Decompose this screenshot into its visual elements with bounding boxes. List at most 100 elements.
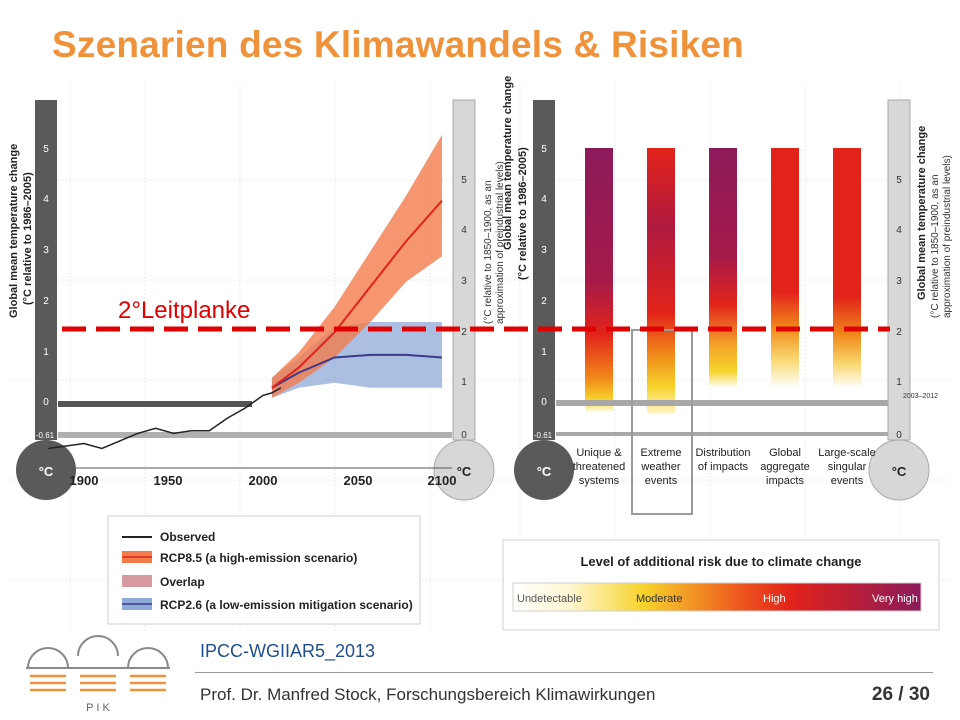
svg-text:aggregate: aggregate bbox=[760, 461, 810, 473]
svg-text:2: 2 bbox=[461, 327, 467, 338]
svg-text:impacts: impacts bbox=[766, 475, 804, 487]
svg-text:1950: 1950 bbox=[154, 473, 183, 488]
right-axis-label-3: approximation of preindustrial levels) bbox=[942, 155, 953, 318]
slide-title: Szenarien des Klimawandels & Risiken bbox=[52, 24, 744, 65]
svg-text:0: 0 bbox=[896, 430, 902, 441]
risk-bar-unique-systems bbox=[585, 148, 613, 413]
svg-text:1: 1 bbox=[461, 377, 467, 388]
svg-text:2: 2 bbox=[541, 296, 547, 307]
legend-label-observed: Observed bbox=[160, 530, 215, 544]
right-left-axis-label-1: Global mean temperature change bbox=[502, 76, 514, 250]
rcp26-uncertainty-band bbox=[271, 322, 442, 398]
svg-text:4: 4 bbox=[541, 194, 547, 205]
rcp85-uncertainty-band bbox=[271, 134, 442, 398]
risk-bar-large-scale bbox=[833, 148, 861, 388]
svg-text:0: 0 bbox=[541, 397, 547, 408]
left-tick-3: 3 bbox=[43, 245, 49, 256]
right-axis-label-2: (°C relative to 1850–1900, as an bbox=[930, 174, 941, 318]
legend: Observed RCP8.5 (a high-emission scenari… bbox=[107, 515, 421, 625]
svg-text:2000: 2000 bbox=[249, 473, 278, 488]
svg-text:singular: singular bbox=[828, 461, 867, 473]
guardrail-label: 2°Leitplanke bbox=[118, 297, 250, 324]
left-axis-label-2: (°C relative to 1986–2005) bbox=[22, 172, 34, 305]
right-light-unit-label: °C bbox=[892, 464, 907, 479]
risk-bar-distribution bbox=[709, 148, 737, 388]
risk-level-high: High bbox=[763, 593, 786, 605]
observed-line bbox=[48, 387, 282, 450]
svg-text:-0.61: -0.61 bbox=[534, 431, 553, 440]
svg-text:1: 1 bbox=[896, 377, 902, 388]
rcp26-mean-line bbox=[271, 353, 443, 389]
svg-text:3: 3 bbox=[541, 245, 547, 256]
left-tick-2: 2 bbox=[43, 296, 49, 307]
center-axis-label-1: (°C relative to 1850–1900, as an bbox=[483, 180, 494, 324]
risk-scale-gradient bbox=[512, 582, 922, 612]
svg-text:Global: Global bbox=[769, 447, 801, 459]
risk-bar-extreme-weather bbox=[647, 148, 675, 413]
svg-text:1: 1 bbox=[541, 347, 547, 358]
risk-level-very-high: Very high bbox=[872, 593, 918, 605]
svg-text:of impacts: of impacts bbox=[698, 461, 749, 473]
left-thermometer-dark bbox=[14, 88, 76, 500]
svg-text:0: 0 bbox=[461, 430, 467, 441]
right-thermometer-dark bbox=[514, 100, 574, 500]
legend-label-rcp26: RCP2.6 (a low-emission mitigation scenar… bbox=[160, 598, 413, 612]
right-axis-label-1: Global mean temperature change bbox=[916, 126, 928, 300]
risk-category-labels: Unique & threatened systems Extreme weat… bbox=[573, 447, 876, 487]
svg-text:threatened: threatened bbox=[573, 461, 626, 473]
svg-text:Extreme: Extreme bbox=[641, 447, 682, 459]
center-unit-label: °C bbox=[457, 464, 472, 479]
center-axis-ticks: 5 4 3 2 1 0 bbox=[461, 175, 467, 441]
svg-text:Distribution: Distribution bbox=[695, 447, 750, 459]
pik-logo-text: P I K bbox=[86, 702, 110, 714]
temperature-plot bbox=[48, 134, 443, 450]
period-marker-label: 2003–2012 bbox=[903, 393, 938, 400]
footer-author: Prof. Dr. Manfred Stock, Forschungsberei… bbox=[200, 685, 656, 704]
right-light-axis-ticks: 5 4 3 2 1 0 bbox=[896, 175, 902, 441]
svg-text:2: 2 bbox=[896, 327, 902, 338]
svg-text:1900: 1900 bbox=[70, 473, 99, 488]
right-baseline-dark bbox=[556, 400, 888, 406]
risk-scale: Level of additional risk due to climate … bbox=[502, 539, 940, 631]
legend-swatch-overlap bbox=[122, 575, 152, 587]
right-baseline-light bbox=[556, 432, 888, 436]
legend-label-overlap: Overlap bbox=[160, 575, 205, 589]
baseline-bar-light bbox=[58, 432, 452, 438]
x-axis-ticks: 1900 1950 2000 2050 2100 bbox=[70, 473, 457, 488]
svg-text:events: events bbox=[645, 475, 678, 487]
svg-text:weather: weather bbox=[640, 461, 680, 473]
left-axis-ticks: 5 4 3 2 1 0 -0.61 bbox=[36, 144, 55, 440]
svg-text:2050: 2050 bbox=[344, 473, 373, 488]
page-number: 26 / 30 bbox=[871, 684, 930, 705]
baseline-bar-dark bbox=[58, 401, 252, 407]
pik-logo bbox=[26, 635, 170, 692]
left-unit-label: °C bbox=[39, 464, 54, 479]
svg-text:3: 3 bbox=[896, 276, 902, 287]
left-tick-1: 1 bbox=[43, 347, 49, 358]
center-axis-label-2: approximation of preindustrial levels) bbox=[495, 161, 506, 324]
svg-text:5: 5 bbox=[541, 144, 547, 155]
risk-scale-title: Level of additional risk due to climate … bbox=[580, 554, 861, 569]
svg-text:4: 4 bbox=[461, 225, 467, 236]
left-axis-label-1: Global mean temperature change bbox=[8, 144, 20, 318]
left-tick-4: 4 bbox=[43, 194, 49, 205]
left-tick-0: 0 bbox=[43, 397, 49, 408]
legend-label-rcp85: RCP8.5 (a high-emission scenario) bbox=[160, 551, 357, 565]
risk-level-undetectable: Undetectable bbox=[517, 593, 582, 605]
right-left-axis-label-2: (°C relative to 1986–2005) bbox=[517, 147, 529, 280]
right-thermometer-light bbox=[868, 99, 930, 501]
svg-text:events: events bbox=[831, 475, 864, 487]
category-label-0: Unique & bbox=[576, 447, 622, 459]
svg-text:4: 4 bbox=[896, 225, 902, 236]
footer-divider bbox=[195, 672, 933, 673]
svg-text:3: 3 bbox=[461, 276, 467, 287]
left-tick-neg: -0.61 bbox=[36, 431, 55, 440]
center-thermometer-light bbox=[433, 99, 495, 501]
source-citation: IPCC-WGIIAR5_2013 bbox=[200, 641, 376, 661]
risk-bar-global-aggregate bbox=[771, 148, 799, 388]
risk-level-moderate: Moderate bbox=[636, 593, 682, 605]
svg-text:5: 5 bbox=[896, 175, 902, 186]
svg-text:5: 5 bbox=[461, 175, 467, 186]
svg-text:2100: 2100 bbox=[428, 473, 457, 488]
right-dark-unit-label: °C bbox=[537, 464, 552, 479]
